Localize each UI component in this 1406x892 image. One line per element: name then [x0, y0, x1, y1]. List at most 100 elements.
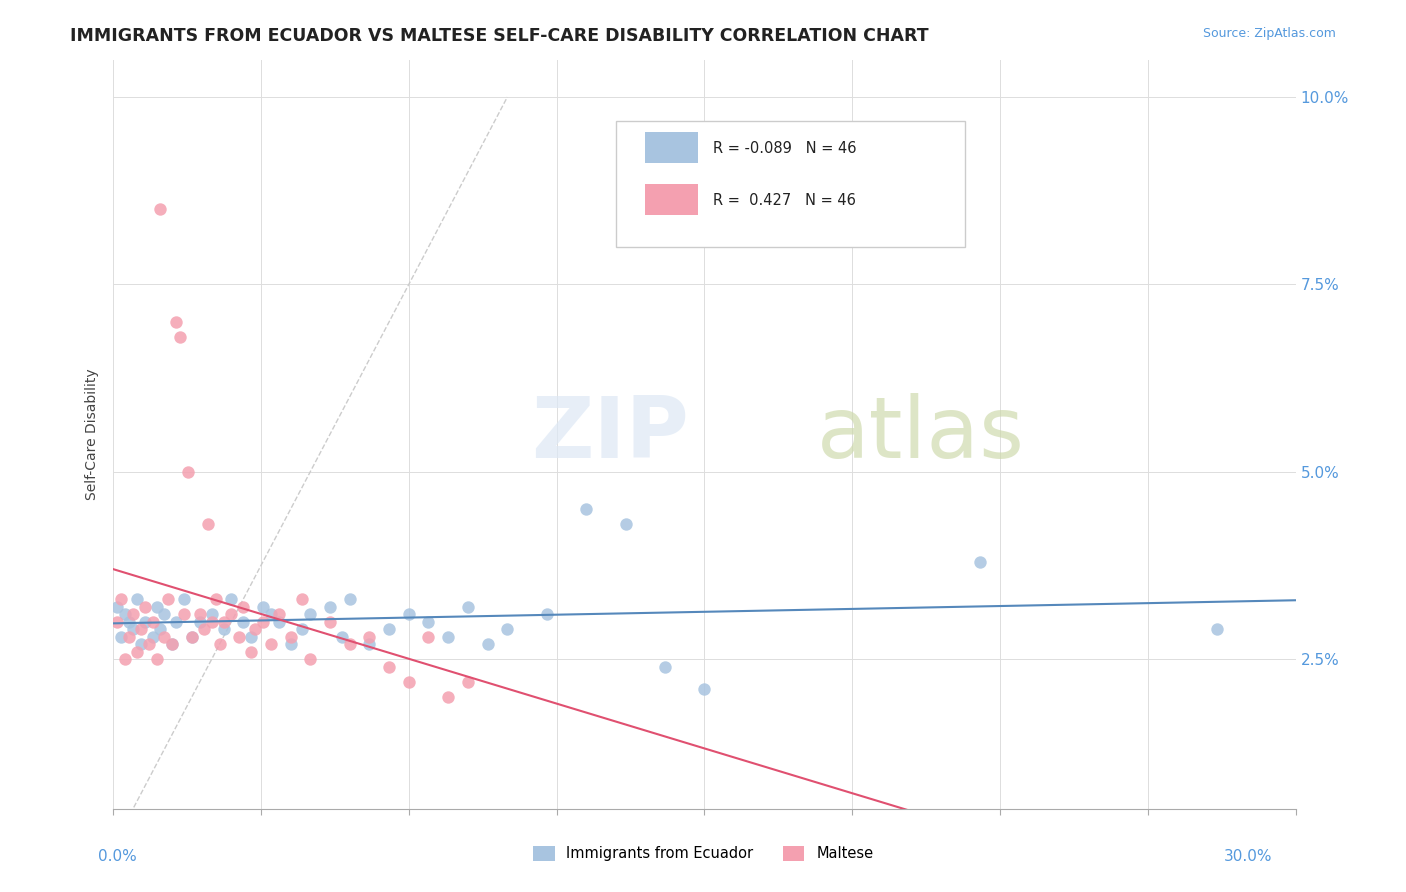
- Point: [122, 622, 145, 636]
- Point: [114, 607, 136, 622]
- Point: [173, 592, 195, 607]
- Point: [169, 330, 191, 344]
- Point: [197, 517, 219, 532]
- Point: [125, 645, 148, 659]
- Point: [260, 637, 283, 651]
- Point: [188, 607, 211, 622]
- Point: [153, 607, 176, 622]
- Y-axis label: Self-Care Disability: Self-Care Disability: [86, 368, 100, 500]
- Point: [162, 637, 184, 651]
- Text: ZIP: ZIP: [531, 392, 689, 475]
- Point: [693, 682, 716, 697]
- Point: [267, 615, 290, 629]
- Point: [201, 615, 224, 629]
- Text: R =  0.427   N = 46: R = 0.427 N = 46: [713, 193, 855, 208]
- Point: [232, 615, 254, 629]
- FancyBboxPatch shape: [645, 184, 699, 216]
- Point: [457, 674, 479, 689]
- Point: [575, 502, 598, 516]
- Point: [398, 607, 420, 622]
- Point: [477, 637, 499, 651]
- Point: [243, 622, 266, 636]
- Point: [129, 637, 152, 651]
- Point: [221, 592, 243, 607]
- Point: [536, 607, 558, 622]
- Point: [398, 674, 420, 689]
- Point: [165, 615, 187, 629]
- Point: [252, 599, 274, 614]
- Point: [193, 622, 215, 636]
- Point: [105, 615, 128, 629]
- Point: [142, 615, 165, 629]
- Point: [181, 630, 204, 644]
- Point: [129, 622, 152, 636]
- Point: [188, 615, 211, 629]
- Point: [359, 637, 381, 651]
- Point: [118, 615, 141, 629]
- Point: [181, 630, 204, 644]
- Point: [299, 607, 322, 622]
- Point: [437, 690, 460, 704]
- Point: [280, 630, 302, 644]
- Point: [418, 615, 440, 629]
- Point: [457, 599, 479, 614]
- Point: [496, 622, 519, 636]
- Text: 0.0%: 0.0%: [98, 849, 138, 863]
- Point: [291, 622, 314, 636]
- Text: R = -0.089   N = 46: R = -0.089 N = 46: [713, 141, 856, 155]
- Point: [208, 637, 231, 651]
- Point: [212, 622, 235, 636]
- Point: [232, 599, 254, 614]
- Point: [212, 615, 235, 629]
- Point: [228, 630, 250, 644]
- FancyBboxPatch shape: [645, 131, 699, 163]
- Legend: Immigrants from Ecuador, Maltese: Immigrants from Ecuador, Maltese: [527, 839, 879, 867]
- Point: [418, 630, 440, 644]
- Point: [319, 599, 342, 614]
- Point: [319, 615, 342, 629]
- Text: Source: ZipAtlas.com: Source: ZipAtlas.com: [1202, 27, 1336, 40]
- Point: [122, 607, 145, 622]
- Point: [240, 630, 263, 644]
- Point: [173, 607, 195, 622]
- Point: [437, 630, 460, 644]
- Point: [359, 630, 381, 644]
- Point: [110, 630, 132, 644]
- Point: [105, 599, 128, 614]
- Point: [339, 637, 361, 651]
- Point: [118, 630, 141, 644]
- Point: [291, 592, 314, 607]
- Point: [145, 652, 167, 666]
- Point: [378, 622, 401, 636]
- Point: [134, 599, 156, 614]
- Point: [138, 637, 160, 651]
- Point: [201, 607, 224, 622]
- Text: atlas: atlas: [817, 392, 1025, 475]
- Point: [114, 652, 136, 666]
- Point: [221, 607, 243, 622]
- Point: [165, 315, 187, 329]
- FancyBboxPatch shape: [616, 121, 965, 247]
- Point: [330, 630, 353, 644]
- Point: [149, 202, 172, 217]
- Text: 30.0%: 30.0%: [1225, 849, 1272, 863]
- Point: [378, 659, 401, 673]
- Point: [614, 517, 637, 532]
- Point: [145, 599, 167, 614]
- Point: [654, 659, 676, 673]
- Point: [299, 652, 322, 666]
- Point: [153, 630, 176, 644]
- Point: [134, 615, 156, 629]
- Point: [125, 592, 148, 607]
- Point: [260, 607, 283, 622]
- Text: IMMIGRANTS FROM ECUADOR VS MALTESE SELF-CARE DISABILITY CORRELATION CHART: IMMIGRANTS FROM ECUADOR VS MALTESE SELF-…: [70, 27, 929, 45]
- Point: [149, 622, 172, 636]
- Point: [142, 630, 165, 644]
- Point: [267, 607, 290, 622]
- Point: [157, 592, 180, 607]
- Point: [204, 592, 226, 607]
- Point: [177, 465, 200, 479]
- Point: [339, 592, 361, 607]
- Point: [252, 615, 274, 629]
- Point: [110, 592, 132, 607]
